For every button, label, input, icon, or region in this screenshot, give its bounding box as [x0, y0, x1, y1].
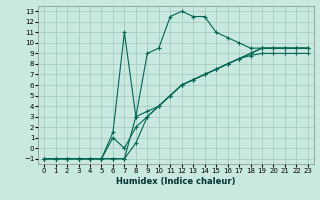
X-axis label: Humidex (Indice chaleur): Humidex (Indice chaleur): [116, 177, 236, 186]
